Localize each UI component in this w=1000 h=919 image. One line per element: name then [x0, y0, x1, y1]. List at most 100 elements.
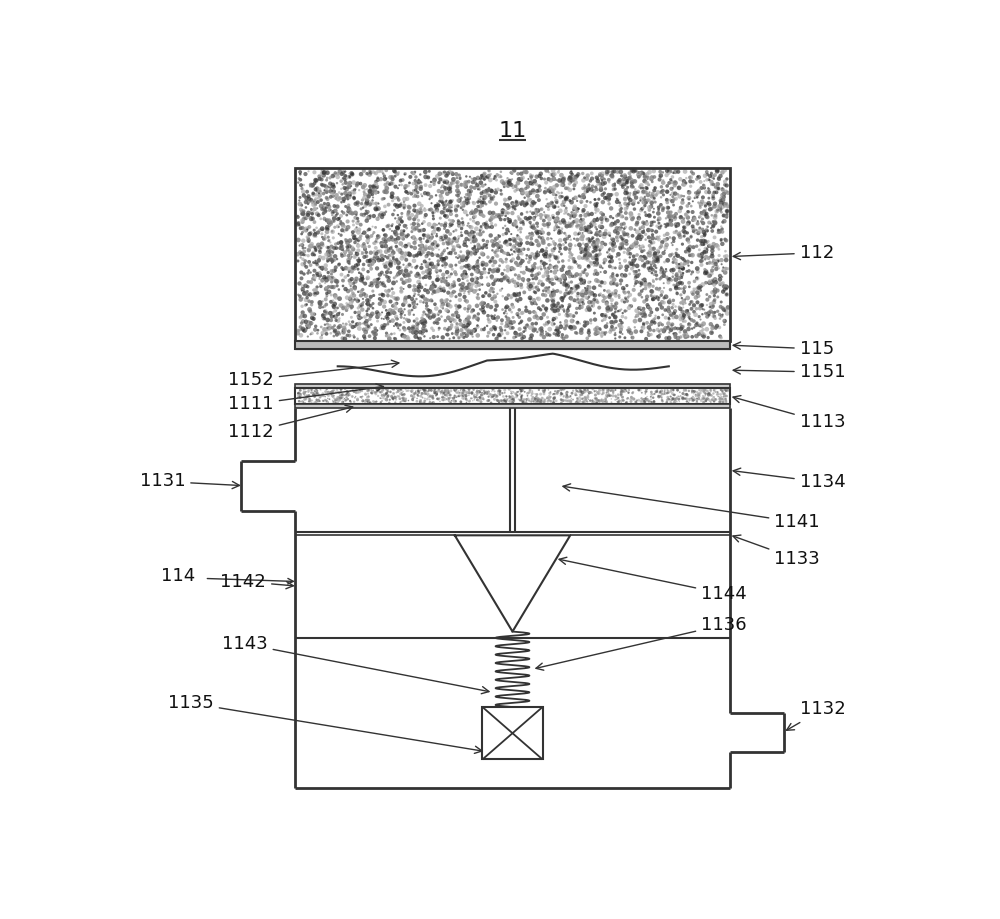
Point: [377, 228, 393, 243]
Point: [325, 383, 341, 398]
Point: [638, 279, 654, 294]
Point: [354, 311, 370, 325]
Point: [441, 232, 457, 246]
Point: [441, 212, 457, 227]
Point: [538, 244, 554, 258]
Point: [321, 216, 337, 231]
Point: [607, 216, 623, 231]
Point: [663, 205, 679, 220]
Point: [493, 165, 509, 179]
Point: [426, 330, 442, 345]
Point: [584, 215, 600, 230]
Point: [641, 203, 657, 218]
Point: [545, 316, 561, 331]
Point: [400, 207, 416, 221]
Point: [716, 187, 732, 201]
Point: [669, 242, 685, 256]
Point: [455, 326, 471, 341]
Point: [525, 220, 541, 234]
Point: [558, 283, 574, 298]
Point: [576, 276, 592, 290]
Point: [719, 287, 735, 301]
Point: [341, 169, 357, 184]
Point: [439, 292, 455, 307]
Point: [543, 181, 559, 196]
Point: [633, 252, 649, 267]
Point: [396, 200, 412, 215]
Point: [490, 264, 506, 278]
Point: [457, 237, 473, 252]
Point: [675, 261, 691, 276]
Point: [500, 199, 516, 213]
Point: [544, 195, 560, 210]
Point: [644, 387, 660, 402]
Point: [696, 180, 712, 195]
Point: [320, 222, 336, 237]
Point: [420, 302, 436, 317]
Point: [714, 165, 730, 180]
Point: [385, 391, 401, 405]
Point: [434, 185, 450, 199]
Point: [613, 323, 629, 337]
Point: [461, 300, 477, 314]
Point: [316, 201, 332, 216]
Point: [648, 249, 664, 264]
Point: [472, 301, 488, 316]
Point: [590, 274, 606, 289]
Point: [474, 169, 490, 184]
Point: [558, 317, 574, 332]
Point: [329, 382, 345, 397]
Point: [502, 391, 518, 405]
Point: [302, 227, 318, 242]
Point: [676, 327, 692, 342]
Point: [609, 221, 625, 236]
Point: [403, 323, 419, 338]
Point: [351, 317, 367, 332]
Point: [594, 327, 610, 342]
Point: [556, 381, 572, 396]
Point: [520, 211, 536, 226]
Point: [556, 278, 572, 292]
Point: [304, 237, 320, 252]
Point: [667, 330, 683, 345]
Point: [701, 239, 717, 254]
Point: [647, 312, 663, 326]
Point: [638, 332, 654, 346]
Point: [292, 383, 308, 398]
Point: [382, 257, 398, 272]
Point: [387, 389, 403, 403]
Point: [659, 227, 675, 242]
Point: [570, 227, 586, 242]
Point: [457, 384, 473, 399]
Point: [418, 269, 434, 284]
Point: [513, 389, 529, 403]
Point: [433, 386, 449, 401]
Point: [386, 164, 402, 178]
Point: [628, 394, 644, 409]
Point: [410, 317, 426, 332]
Point: [563, 164, 579, 178]
Point: [500, 246, 516, 261]
Point: [593, 206, 609, 221]
Point: [304, 311, 320, 325]
Point: [538, 209, 554, 223]
Point: [482, 283, 498, 298]
Point: [473, 270, 489, 285]
Point: [458, 322, 474, 336]
Point: [687, 392, 703, 407]
Point: [440, 166, 456, 181]
Point: [434, 309, 450, 323]
Point: [332, 164, 348, 178]
Point: [528, 309, 544, 323]
Point: [325, 321, 341, 335]
Point: [703, 167, 719, 182]
Point: [603, 250, 619, 265]
Point: [609, 187, 625, 201]
Point: [388, 310, 404, 324]
Point: [327, 318, 343, 333]
Point: [701, 268, 717, 283]
Point: [373, 172, 389, 187]
Point: [653, 219, 669, 233]
Point: [583, 286, 599, 301]
Point: [582, 181, 598, 196]
